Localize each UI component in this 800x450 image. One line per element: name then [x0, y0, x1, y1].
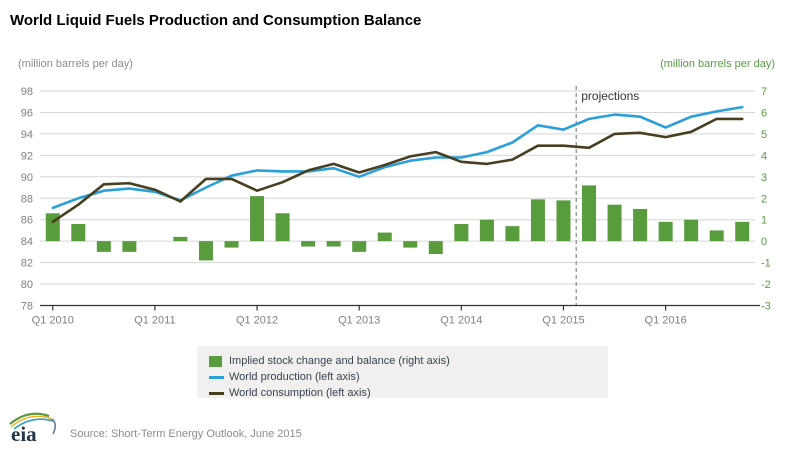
- consumption-line-swatch-icon: [209, 391, 224, 395]
- left-axis-tick-label: 82: [21, 258, 33, 270]
- left-axis-tick-label: 92: [21, 150, 33, 162]
- chart-footer: eia Source: Short-Term Energy Outlook, J…: [8, 412, 302, 446]
- right-axis-tick-label: 4: [761, 150, 767, 162]
- left-axis-tick-label: 94: [21, 129, 33, 141]
- stock-change-bar: [326, 241, 341, 247]
- right-axis-tick-label: 0: [761, 236, 767, 248]
- x-axis-tick-label: Q1 2016: [645, 315, 687, 327]
- legend-item-consumption: World consumption (left axis): [209, 385, 608, 401]
- right-axis-tick-label: -2: [761, 279, 771, 291]
- left-axis-tick-label: 84: [21, 236, 33, 248]
- right-axis-unit-label: (million barrels per day): [660, 58, 775, 70]
- stock-change-bar: [582, 185, 597, 242]
- bar-swatch-icon: [209, 355, 222, 367]
- legend-label: Implied stock change and balance (right …: [229, 355, 450, 367]
- production-line: [51, 105, 744, 210]
- projections-label: projections: [581, 89, 639, 103]
- stock-change-bar: [352, 241, 367, 252]
- stock-change-bar: [250, 196, 265, 242]
- chart-title: World Liquid Fuels Production and Consum…: [10, 12, 422, 29]
- stock-change-bar: [96, 241, 111, 252]
- right-axis-tick-label: 1: [761, 215, 767, 227]
- source-text: Source: Short-Term Energy Outlook, June …: [70, 428, 302, 440]
- left-axis-tick-label: 80: [21, 279, 33, 291]
- stock-change-bar: [709, 230, 724, 242]
- left-axis-tick-label: 86: [21, 215, 33, 227]
- stock-change-bar: [301, 241, 316, 247]
- stock-change-bar: [198, 241, 213, 261]
- stock-change-bar: [735, 221, 750, 242]
- stock-change-bar: [530, 199, 545, 242]
- stock-change-bar: [275, 213, 290, 242]
- stock-change-bar: [224, 241, 239, 248]
- right-axis-tick-label: 6: [761, 107, 767, 119]
- x-axis-tick-label: Q1 2015: [542, 315, 584, 327]
- left-axis-tick-label: 88: [21, 193, 33, 205]
- production-line-swatch-icon: [209, 375, 224, 379]
- x-axis-tick-label: Q1 2012: [236, 315, 278, 327]
- stock-change-bar: [377, 232, 392, 242]
- stock-change-bar: [556, 200, 571, 242]
- stock-change-bar: [428, 241, 443, 255]
- stock-change-bar: [633, 208, 648, 242]
- right-axis-tick-label: 3: [761, 172, 767, 184]
- consumption-line: [51, 117, 744, 224]
- stock-change-bar: [122, 241, 137, 252]
- eia-logo: eia: [9, 412, 57, 446]
- x-axis-tick-label: Q1 2010: [32, 315, 74, 327]
- chart-legend: Implied stock change and balance (right …: [197, 346, 608, 401]
- legend-item-stock-change: Implied stock change and balance (right …: [209, 353, 608, 369]
- stock-change-bar: [403, 241, 418, 248]
- left-axis-unit-label: (million barrels per day): [18, 58, 133, 70]
- x-axis-tick-label: Q1 2013: [338, 315, 380, 327]
- left-axis-tick-label: 98: [21, 86, 33, 98]
- right-axis-tick-label: -1: [761, 258, 771, 270]
- stock-change-bar: [71, 223, 86, 242]
- stock-change-bar: [684, 219, 699, 242]
- right-axis-tick-label: 7: [761, 86, 767, 98]
- left-axis-tick-label: 78: [21, 301, 33, 313]
- chart-plot-area: 78 80 82 84 86 88 90 92 94 96 98 -3 -2 -1 0 1 2 3 4 5 6 7 proj…: [21, 86, 771, 327]
- stock-change-bar: [173, 236, 188, 242]
- legend-label: World production (left axis): [229, 371, 360, 383]
- stock-change-bar: [505, 226, 520, 242]
- legend-label: World consumption (left axis): [229, 387, 371, 399]
- left-axis-tick-label: 96: [21, 107, 33, 119]
- legend-item-production: World production (left axis): [209, 369, 608, 385]
- stock-change-bar: [479, 219, 494, 242]
- right-axis-tick-label: 5: [761, 129, 767, 141]
- right-axis-tick-label: -3: [761, 301, 771, 313]
- right-axis-tick-label: 2: [761, 193, 767, 205]
- x-axis-tick-label: Q1 2014: [440, 315, 482, 327]
- eia-logo-text: eia: [11, 422, 37, 446]
- stock-change-bar: [454, 223, 469, 242]
- stock-change-bar: [658, 221, 673, 242]
- stock-change-bar: [607, 204, 622, 242]
- x-axis-tick-label: Q1 2011: [134, 315, 175, 327]
- left-axis-tick-label: 90: [21, 172, 33, 184]
